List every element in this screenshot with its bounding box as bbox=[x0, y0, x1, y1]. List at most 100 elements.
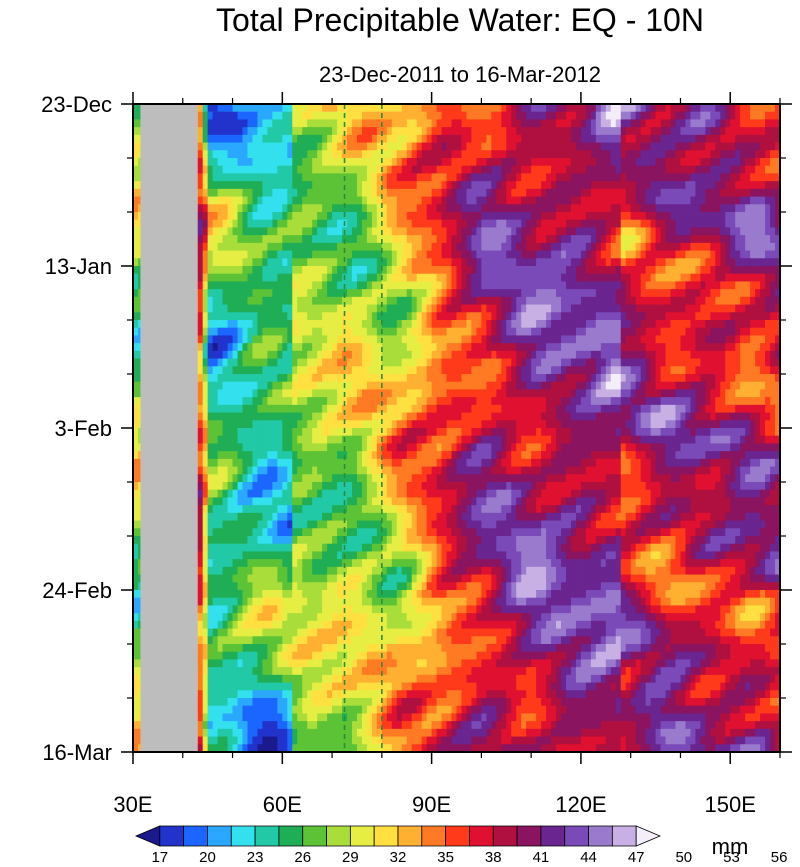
heatmap-cell bbox=[630, 320, 637, 329]
heatmap-cell bbox=[635, 212, 642, 221]
heatmap-cell bbox=[625, 327, 632, 337]
heatmap-cell bbox=[625, 250, 632, 259]
heatmap-cell bbox=[347, 320, 353, 329]
heatmap-cell bbox=[461, 134, 468, 144]
heatmap-cell bbox=[725, 104, 731, 113]
heatmap-cell bbox=[371, 289, 378, 298]
heatmap-cell bbox=[307, 212, 313, 221]
heatmap-cell bbox=[546, 304, 552, 313]
heatmap-cell bbox=[660, 212, 667, 221]
heatmap-cell bbox=[202, 235, 209, 244]
heatmap-cell bbox=[710, 104, 716, 113]
heatmap-cell bbox=[401, 381, 408, 391]
heatmap-cell bbox=[272, 188, 278, 198]
heatmap-cell bbox=[546, 273, 552, 283]
heatmap-cell bbox=[765, 219, 771, 229]
heatmap-cell bbox=[536, 173, 542, 182]
heatmap-cell bbox=[620, 235, 627, 244]
heatmap-cell bbox=[351, 358, 358, 367]
heatmap-cell bbox=[356, 358, 363, 367]
heatmap-cell bbox=[411, 142, 418, 151]
heatmap-cell bbox=[770, 320, 776, 329]
heatmap-cell bbox=[506, 381, 512, 391]
heatmap-cell bbox=[486, 258, 492, 267]
heatmap-cell bbox=[575, 296, 582, 306]
heatmap-cell bbox=[590, 335, 597, 344]
heatmap-cell bbox=[546, 343, 552, 352]
heatmap-cell bbox=[735, 374, 741, 383]
heatmap-cell bbox=[531, 335, 537, 344]
heatmap-cell bbox=[506, 296, 512, 306]
heatmap-cell bbox=[635, 242, 642, 252]
heatmap-cell bbox=[317, 212, 323, 221]
heatmap-cell bbox=[561, 335, 567, 344]
heatmap-cell bbox=[526, 296, 532, 306]
heatmap-cell bbox=[356, 366, 363, 375]
heatmap-cell bbox=[282, 397, 288, 406]
heatmap-cell bbox=[396, 258, 403, 267]
heatmap-cell bbox=[297, 104, 303, 113]
heatmap-cell bbox=[337, 227, 343, 236]
heatmap-cell bbox=[765, 343, 771, 352]
heatmap-cell bbox=[745, 119, 751, 128]
heatmap-cell bbox=[297, 196, 303, 205]
heatmap-cell bbox=[441, 150, 448, 159]
heatmap-cell bbox=[615, 273, 622, 283]
heatmap-cell bbox=[740, 235, 746, 244]
heatmap-cell bbox=[660, 165, 667, 175]
heatmap-cell bbox=[376, 389, 383, 398]
heatmap-cell bbox=[197, 281, 204, 290]
heatmap-cell bbox=[426, 158, 433, 167]
heatmap-cell bbox=[645, 389, 652, 398]
heatmap-cell bbox=[481, 196, 487, 205]
heatmap-cell bbox=[740, 343, 746, 352]
heatmap-cell bbox=[282, 374, 288, 383]
heatmap-cell bbox=[217, 165, 224, 175]
heatmap-cell bbox=[272, 350, 278, 360]
heatmap-cell bbox=[506, 227, 512, 236]
heatmap-cell bbox=[605, 219, 612, 229]
heatmap-cell bbox=[426, 119, 433, 128]
heatmap-cell bbox=[277, 327, 283, 337]
heatmap-cell bbox=[615, 150, 622, 159]
heatmap-cell bbox=[371, 343, 378, 352]
heatmap-cell bbox=[456, 227, 463, 236]
heatmap-cell bbox=[247, 196, 254, 205]
heatmap-cell bbox=[406, 304, 413, 313]
heatmap-cell bbox=[695, 150, 701, 159]
heatmap-cell bbox=[202, 111, 209, 121]
heatmap-cell bbox=[645, 212, 652, 221]
heatmap-cell bbox=[441, 227, 448, 236]
heatmap-cell bbox=[695, 304, 701, 313]
heatmap-cell bbox=[381, 327, 388, 337]
heatmap-cell bbox=[361, 366, 368, 375]
heatmap-cell bbox=[212, 119, 219, 128]
heatmap-cell bbox=[705, 158, 711, 167]
heatmap-cell bbox=[257, 289, 263, 298]
heatmap-cell bbox=[590, 204, 597, 213]
heatmap-cell bbox=[212, 196, 219, 205]
heatmap-cell bbox=[645, 266, 652, 275]
heatmap-cell bbox=[775, 127, 780, 136]
heatmap-cell bbox=[461, 258, 468, 267]
heatmap-cell bbox=[745, 335, 751, 344]
heatmap-cell bbox=[257, 296, 263, 306]
heatmap-cell bbox=[755, 235, 761, 244]
heatmap-cell bbox=[565, 381, 572, 391]
heatmap-cell bbox=[396, 327, 403, 337]
heatmap-cell bbox=[655, 104, 662, 113]
heatmap-cell bbox=[356, 227, 363, 236]
heatmap-cell bbox=[481, 111, 487, 121]
heatmap-cell bbox=[466, 134, 473, 144]
heatmap-cell bbox=[421, 381, 428, 391]
heatmap-cell bbox=[501, 111, 507, 121]
heatmap-cell bbox=[600, 134, 607, 144]
heatmap-cell bbox=[556, 327, 562, 337]
heatmap-cell bbox=[561, 389, 567, 398]
heatmap-cell bbox=[685, 266, 692, 275]
heatmap-cell bbox=[590, 196, 597, 205]
heatmap-cell bbox=[416, 127, 423, 136]
heatmap-cell bbox=[770, 181, 776, 190]
heatmap-cell bbox=[222, 327, 229, 337]
heatmap-cell bbox=[760, 181, 766, 190]
